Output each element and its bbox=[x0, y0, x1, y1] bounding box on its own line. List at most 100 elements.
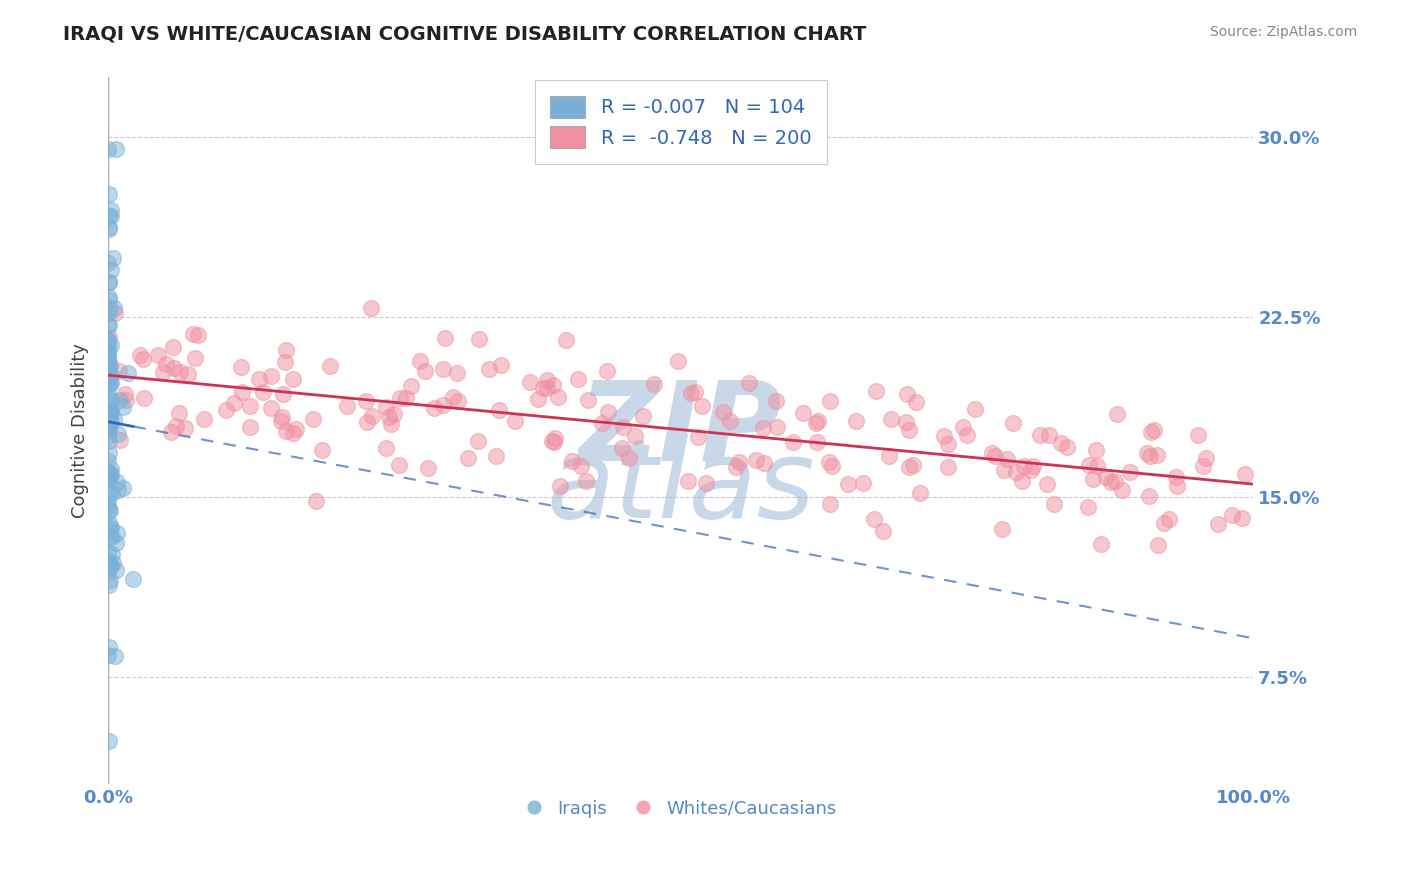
Point bbox=[446, 366, 468, 380]
Point bbox=[100, 529, 122, 543]
Point bbox=[904, 395, 927, 409]
Point bbox=[100, 404, 122, 418]
Point bbox=[177, 367, 200, 381]
Point bbox=[152, 365, 174, 379]
Point bbox=[97, 423, 120, 437]
Point bbox=[111, 481, 134, 495]
Point bbox=[423, 401, 446, 416]
Point bbox=[728, 455, 751, 469]
Point bbox=[98, 522, 121, 536]
Point bbox=[409, 354, 432, 368]
Point bbox=[100, 403, 122, 417]
Point bbox=[1206, 517, 1229, 532]
Point bbox=[97, 256, 120, 270]
Point bbox=[1220, 508, 1243, 522]
Point bbox=[643, 377, 665, 392]
Point bbox=[1085, 442, 1108, 457]
Point bbox=[155, 357, 177, 371]
Point bbox=[1001, 416, 1024, 430]
Point bbox=[103, 412, 125, 426]
Point bbox=[97, 348, 120, 362]
Point bbox=[519, 376, 541, 390]
Point bbox=[336, 399, 359, 413]
Point bbox=[100, 368, 122, 382]
Point bbox=[543, 434, 565, 449]
Point bbox=[1139, 450, 1161, 464]
Point bbox=[273, 355, 295, 369]
Point bbox=[98, 557, 121, 571]
Point bbox=[378, 409, 401, 424]
Point bbox=[1021, 463, 1043, 477]
Point bbox=[98, 359, 121, 373]
Point bbox=[683, 385, 706, 400]
Point bbox=[97, 293, 120, 307]
Point bbox=[100, 392, 122, 407]
Point bbox=[1119, 465, 1142, 479]
Point bbox=[97, 275, 120, 289]
Point bbox=[112, 401, 135, 415]
Point bbox=[433, 331, 456, 345]
Point bbox=[382, 407, 405, 421]
Point bbox=[818, 455, 841, 469]
Point bbox=[97, 467, 120, 481]
Point bbox=[97, 429, 120, 443]
Point bbox=[1233, 467, 1256, 481]
Point bbox=[98, 574, 121, 588]
Point bbox=[98, 446, 121, 460]
Point bbox=[596, 363, 619, 377]
Point bbox=[98, 358, 121, 372]
Point bbox=[162, 339, 184, 353]
Point bbox=[1038, 427, 1060, 442]
Point bbox=[270, 414, 292, 428]
Point bbox=[97, 343, 120, 357]
Point bbox=[103, 301, 125, 315]
Point bbox=[1166, 479, 1188, 493]
Point bbox=[305, 494, 328, 508]
Point bbox=[319, 359, 342, 373]
Text: ZIP: ZIP bbox=[579, 377, 782, 484]
Legend: Iraqis, Whites/Caucasians: Iraqis, Whites/Caucasians bbox=[517, 792, 844, 825]
Point bbox=[360, 301, 382, 316]
Point bbox=[541, 377, 564, 392]
Point bbox=[97, 407, 120, 421]
Point bbox=[1140, 425, 1163, 439]
Point bbox=[129, 347, 152, 361]
Point bbox=[108, 434, 131, 448]
Point bbox=[1159, 512, 1181, 526]
Point bbox=[105, 475, 128, 490]
Point bbox=[745, 453, 768, 467]
Point bbox=[100, 338, 122, 352]
Point bbox=[97, 329, 120, 343]
Point bbox=[681, 386, 703, 401]
Point bbox=[98, 409, 121, 423]
Point bbox=[1078, 458, 1101, 472]
Point bbox=[97, 453, 120, 467]
Point bbox=[908, 486, 931, 500]
Point bbox=[956, 427, 979, 442]
Point bbox=[97, 640, 120, 654]
Point bbox=[174, 420, 197, 434]
Point bbox=[100, 467, 122, 482]
Point bbox=[624, 428, 647, 442]
Point bbox=[301, 412, 323, 426]
Point bbox=[591, 416, 613, 430]
Point bbox=[738, 376, 761, 390]
Point bbox=[107, 483, 129, 498]
Point bbox=[1011, 474, 1033, 488]
Point bbox=[415, 363, 437, 377]
Point bbox=[576, 393, 599, 408]
Point bbox=[575, 475, 598, 489]
Point bbox=[993, 463, 1015, 477]
Point bbox=[806, 434, 828, 449]
Point bbox=[952, 419, 974, 434]
Point bbox=[612, 419, 634, 434]
Point bbox=[617, 451, 640, 466]
Point bbox=[260, 368, 283, 383]
Point bbox=[488, 402, 510, 417]
Point bbox=[97, 565, 120, 579]
Point bbox=[163, 360, 186, 375]
Point bbox=[97, 648, 120, 663]
Point bbox=[97, 465, 120, 479]
Point bbox=[880, 412, 903, 426]
Point bbox=[260, 401, 283, 415]
